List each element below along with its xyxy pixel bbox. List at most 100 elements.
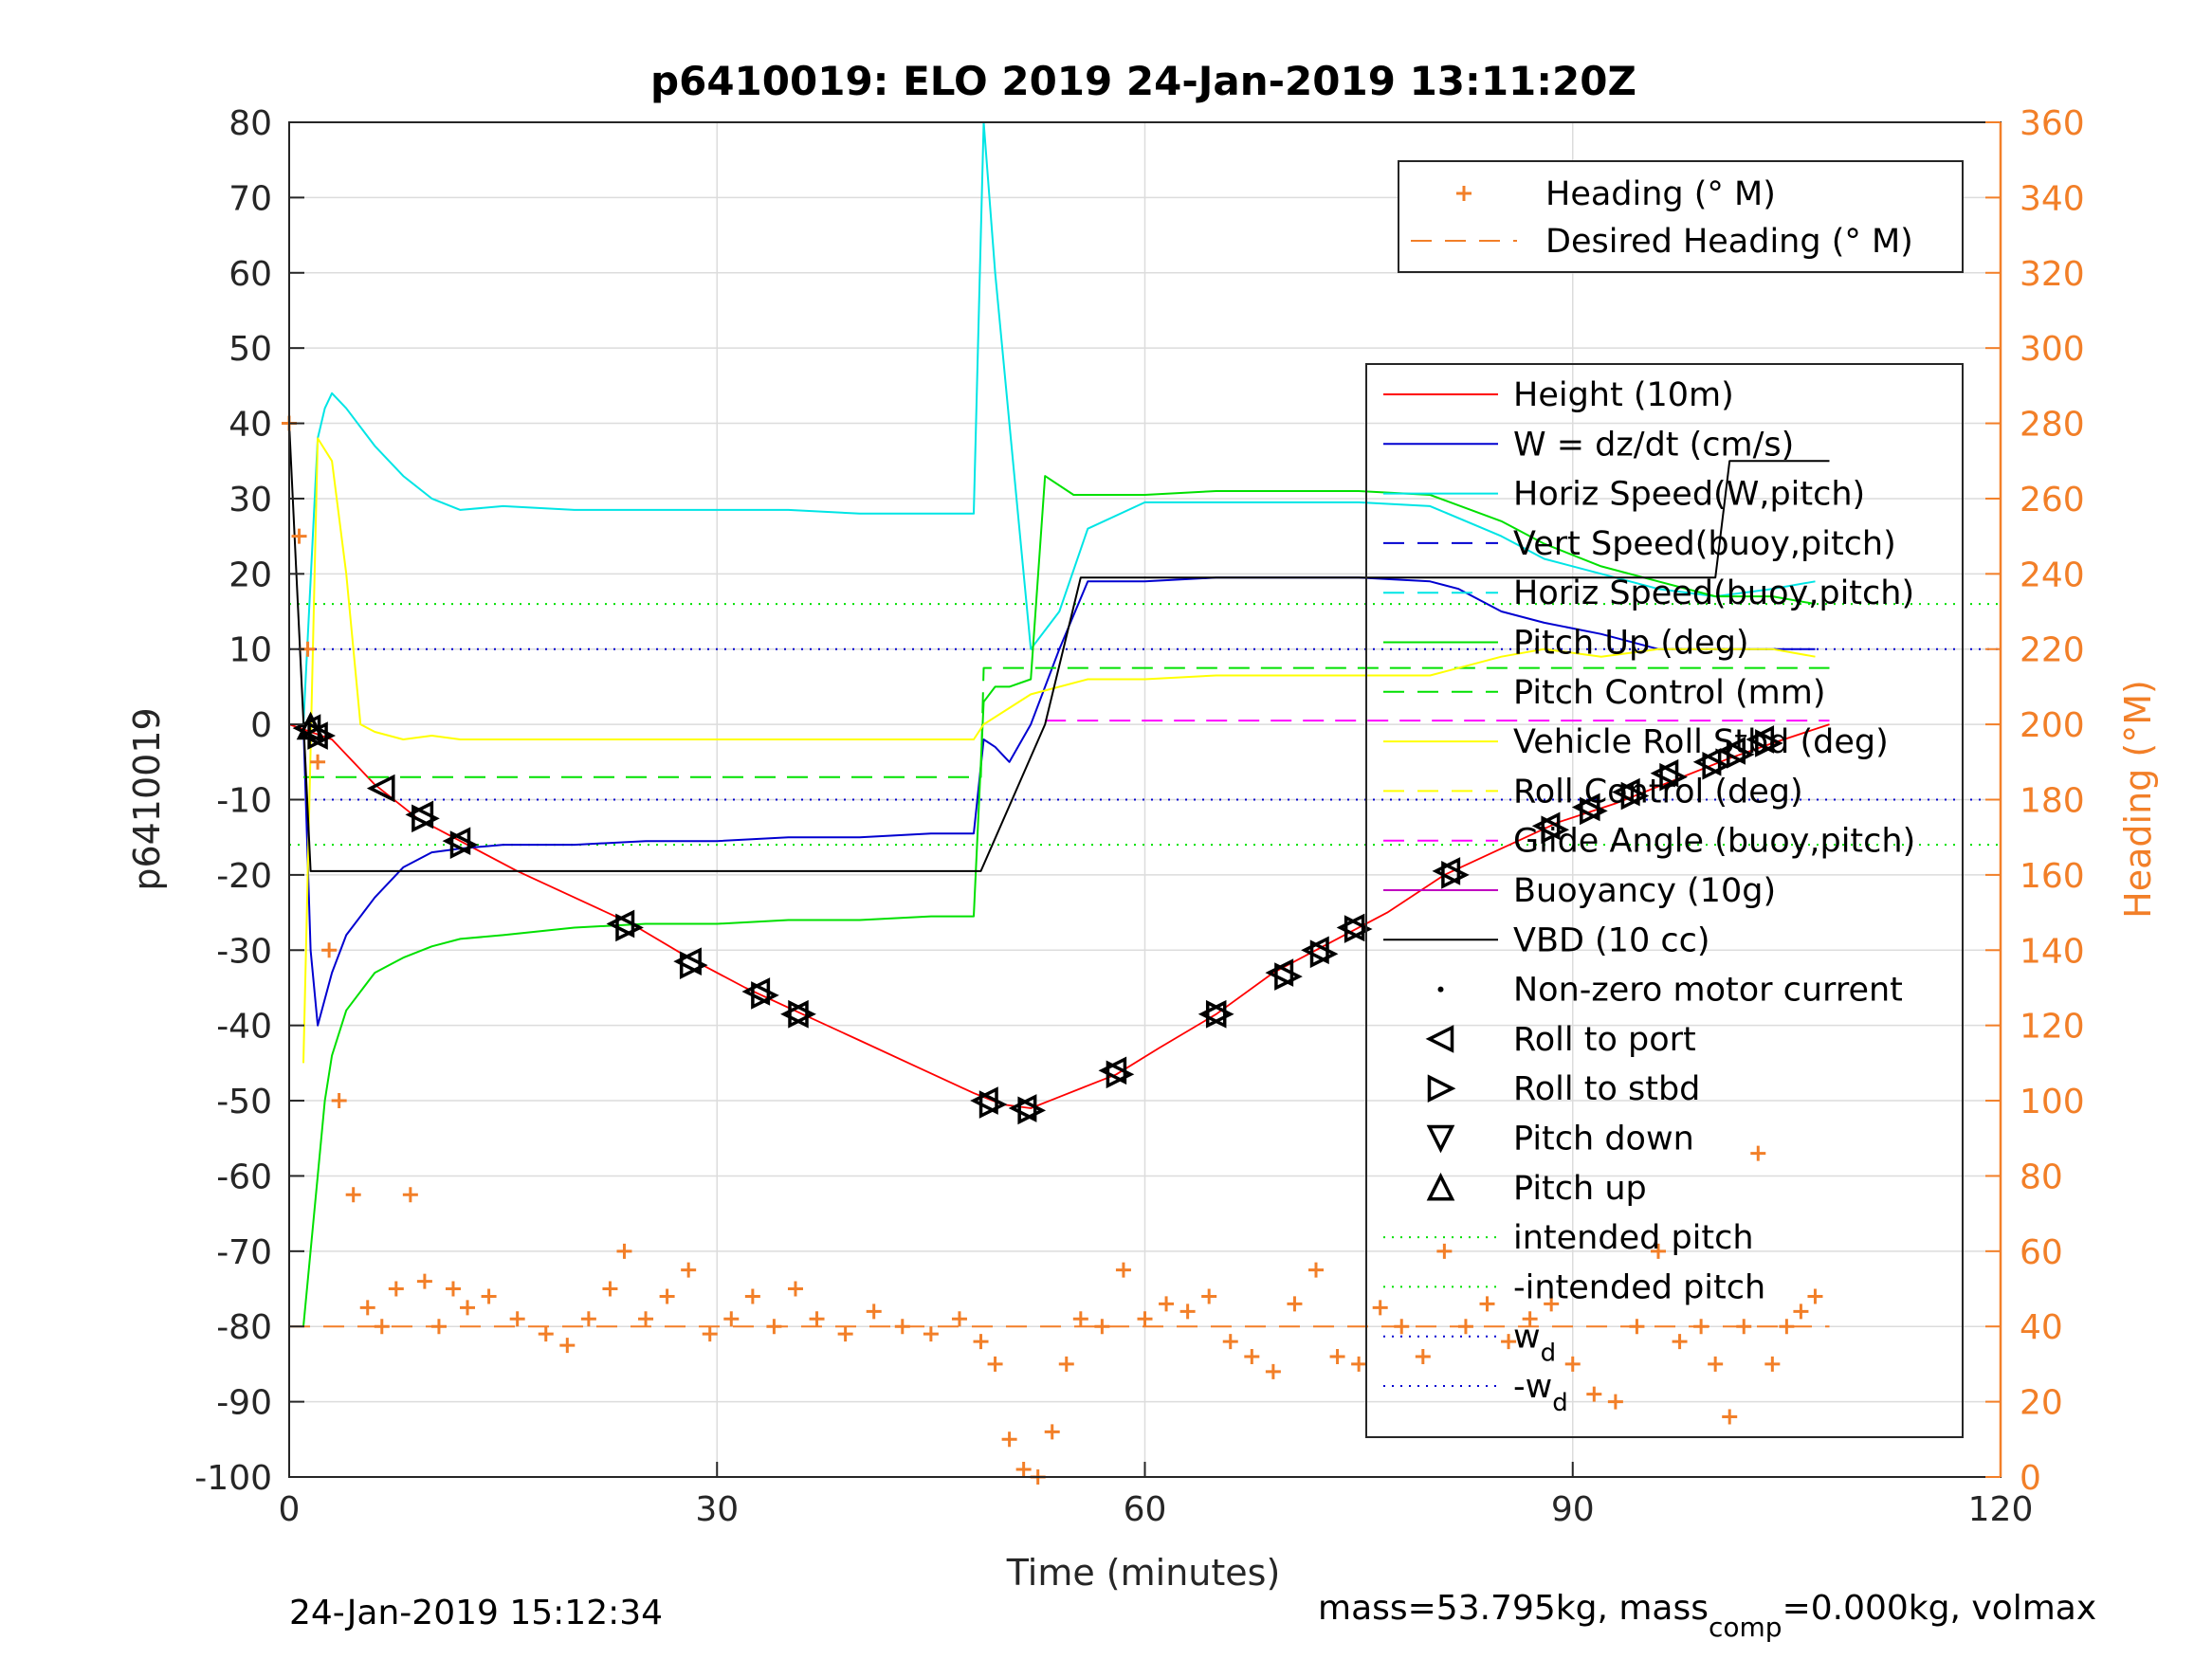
y-axis-label: p6410019 bbox=[126, 707, 168, 890]
roll-to-stbd-marker bbox=[1726, 740, 1755, 769]
roll-to-stbd-marker bbox=[1755, 729, 1783, 757]
heading-point bbox=[923, 1326, 939, 1342]
legend-label: W = dz/dt (cm/s) bbox=[1513, 426, 1794, 464]
series-height bbox=[288, 723, 1830, 1109]
y-tick-label: -20 bbox=[216, 857, 272, 896]
heading-point bbox=[602, 1281, 618, 1297]
heading-point bbox=[973, 1334, 989, 1350]
legend-label: VBD (10 cc) bbox=[1513, 921, 1710, 959]
legend-label: Heading (° M) bbox=[1545, 175, 1776, 213]
heading-point bbox=[321, 942, 338, 958]
y-tick-label: 40 bbox=[229, 406, 272, 445]
heading-point bbox=[509, 1311, 525, 1327]
legend-label: intended pitch bbox=[1513, 1219, 1754, 1257]
legend-entry: Desired Heading (° M) bbox=[1411, 223, 1913, 261]
legend-label: Vehicle Roll Stbd (deg) bbox=[1513, 723, 1889, 761]
heading-point bbox=[1607, 1394, 1623, 1410]
heading-point bbox=[1372, 1300, 1388, 1316]
heading-point bbox=[1015, 1462, 1032, 1478]
roll-to-stbd-marker bbox=[1106, 1060, 1135, 1089]
y-tick-label: 70 bbox=[229, 179, 272, 218]
y2-tick-label: 240 bbox=[2020, 556, 2085, 594]
x-tick-label: 30 bbox=[695, 1490, 739, 1529]
roll-to-stbd-marker bbox=[1274, 962, 1303, 991]
heading-point bbox=[1522, 1311, 1538, 1327]
y2-tick-label: 100 bbox=[2020, 1083, 2085, 1121]
y-tick-label: -10 bbox=[216, 782, 272, 821]
heading-point bbox=[538, 1326, 554, 1342]
legend-label: Roll Control (deg) bbox=[1513, 773, 1803, 811]
y2-tick-label: 20 bbox=[2020, 1384, 2063, 1423]
heading-point bbox=[1807, 1288, 1823, 1304]
legend-entry: wd bbox=[1383, 1319, 1556, 1368]
heading-point bbox=[1708, 1356, 1724, 1372]
heading-point bbox=[1201, 1288, 1217, 1304]
legend-label-sub: d bbox=[1552, 1389, 1568, 1417]
series-layer bbox=[282, 121, 1830, 1485]
legend-symbol bbox=[1456, 186, 1472, 201]
heading-point bbox=[1651, 1243, 1666, 1259]
heading-point bbox=[1722, 1409, 1738, 1425]
series-roll bbox=[302, 437, 1816, 1064]
y2-tick-label: 80 bbox=[2020, 1158, 2063, 1196]
legend-label-sub: d bbox=[1541, 1340, 1557, 1368]
legend-label: wd bbox=[1513, 1319, 1556, 1368]
heading-point bbox=[416, 1273, 432, 1289]
heading-point bbox=[331, 1093, 347, 1109]
heading-point bbox=[402, 1187, 418, 1203]
y-tick-label: 20 bbox=[229, 556, 272, 594]
heading-point bbox=[1179, 1304, 1196, 1320]
legend-label: Height (10m) bbox=[1513, 376, 1734, 414]
y-tick-label: 0 bbox=[250, 706, 272, 745]
legend-label: Roll to stbd bbox=[1513, 1070, 1700, 1108]
y-tick-label: 10 bbox=[229, 631, 272, 670]
footer-mass-part1: mass=53.795kg, mass bbox=[1318, 1589, 1709, 1628]
roll-to-stbd-marker bbox=[1620, 781, 1650, 811]
axis-ticks: 0 30 60 90 12080706050403020100-10-20-30-40-… bbox=[194, 104, 2084, 1529]
y-tick-label: -30 bbox=[216, 932, 272, 971]
heading-point bbox=[659, 1288, 675, 1304]
marker-layer bbox=[292, 711, 1783, 1125]
legend-entry: Roll to stbd bbox=[1427, 1070, 1700, 1108]
heading-point bbox=[1351, 1356, 1367, 1372]
legend-entry: Pitch up bbox=[1426, 1170, 1647, 1208]
roll-to-stbd-marker bbox=[1702, 751, 1731, 780]
y2-tick-label: 280 bbox=[2020, 406, 2085, 445]
y2-tick-label: 200 bbox=[2020, 706, 2085, 745]
y-tick-label: -90 bbox=[216, 1384, 272, 1423]
heading-point bbox=[744, 1288, 760, 1304]
heading-point bbox=[987, 1356, 1003, 1372]
roll-to-stbd-marker bbox=[1580, 796, 1608, 826]
heading-point bbox=[460, 1300, 476, 1316]
heading-point bbox=[559, 1338, 576, 1354]
legend-label: Pitch up bbox=[1513, 1170, 1647, 1208]
legend-label-main: w bbox=[1513, 1319, 1541, 1357]
heading-point bbox=[809, 1311, 825, 1327]
roll-to-stbd-marker bbox=[1441, 861, 1470, 889]
y-tick-label: -60 bbox=[216, 1158, 272, 1196]
roll-to-stbd-marker bbox=[307, 721, 337, 750]
roll-to-stbd-marker bbox=[1541, 815, 1570, 845]
y2-tick-label: 160 bbox=[2020, 857, 2085, 896]
footer-timestamp: 24-Jan-2019 15:12:34 bbox=[289, 1594, 663, 1632]
heading-point bbox=[1764, 1356, 1781, 1372]
roll-to-stbd-marker bbox=[1344, 915, 1373, 943]
legend-heading: Heading (° M) Desired Heading (° M) bbox=[1398, 160, 1964, 273]
heading-point bbox=[1058, 1356, 1074, 1372]
roll-to-stbd-marker bbox=[978, 1090, 1008, 1119]
legend-entry: Glide Angle (buoy,pitch) bbox=[1383, 823, 1915, 861]
pitch-up-marker bbox=[296, 711, 325, 740]
y2-tick-label: 60 bbox=[2020, 1233, 2063, 1272]
legend-entry: Pitch Up (deg) bbox=[1383, 625, 1749, 663]
legend-entry: W = dz/dt (cm/s) bbox=[1383, 426, 1794, 464]
heading-point bbox=[1044, 1424, 1060, 1440]
roll-to-stbd-marker bbox=[751, 981, 779, 1010]
heading-point bbox=[837, 1326, 853, 1342]
footer-mass-part2: =0.000kg, volmax bbox=[1782, 1589, 2097, 1628]
legend-label: Horiz Speed(W,pitch) bbox=[1513, 476, 1865, 514]
roll-to-stbd-marker bbox=[1309, 939, 1339, 969]
y2-tick-label: 0 bbox=[2020, 1459, 2041, 1498]
y2-axis-label: Heading (°M) bbox=[2117, 680, 2159, 919]
legend-entry: -wd bbox=[1383, 1368, 1568, 1417]
x-tick-label: 120 bbox=[1968, 1490, 2034, 1529]
